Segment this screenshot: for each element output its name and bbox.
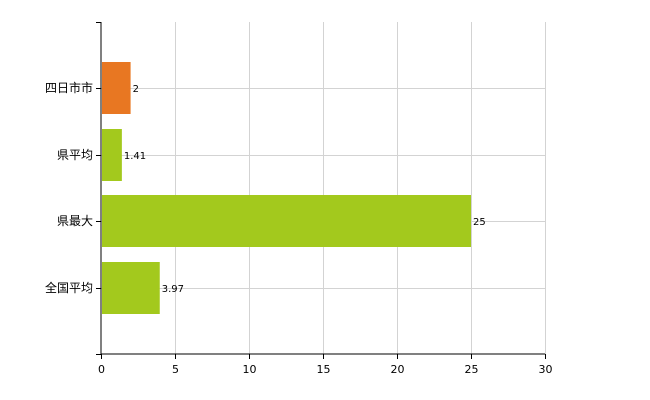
y-category-label: 四日市市: [45, 80, 93, 95]
labels: 0 5 10 15 20 25 30 四日市市 2 県平均 1.41 県最大 25 全国平均 3.97: [45, 80, 553, 376]
y-category-label: 県最大: [57, 214, 93, 228]
bar: [102, 195, 471, 247]
bars: [102, 62, 471, 314]
x-tick-label: 30: [539, 363, 553, 376]
bar-data-label: 3.97: [162, 284, 184, 295]
bar-data-label: 25: [473, 217, 486, 228]
y-category-label: 県平均: [57, 148, 93, 162]
bar-data-label: 2: [133, 84, 139, 95]
bar: [102, 62, 131, 114]
x-tick-label: 25: [465, 363, 479, 376]
bar-data-label: 1.41: [124, 151, 146, 162]
bar: [102, 262, 160, 314]
y-category-label: 全国平均: [45, 280, 93, 295]
x-tick-label: 10: [243, 363, 257, 376]
bar: [102, 129, 122, 181]
x-tick-label: 15: [317, 363, 331, 376]
x-tick-label: 0: [98, 363, 105, 376]
x-tick-label: 5: [172, 363, 179, 376]
axes: [96, 22, 546, 359]
gridlines: [101, 22, 546, 354]
x-tick-label: 20: [391, 363, 405, 376]
